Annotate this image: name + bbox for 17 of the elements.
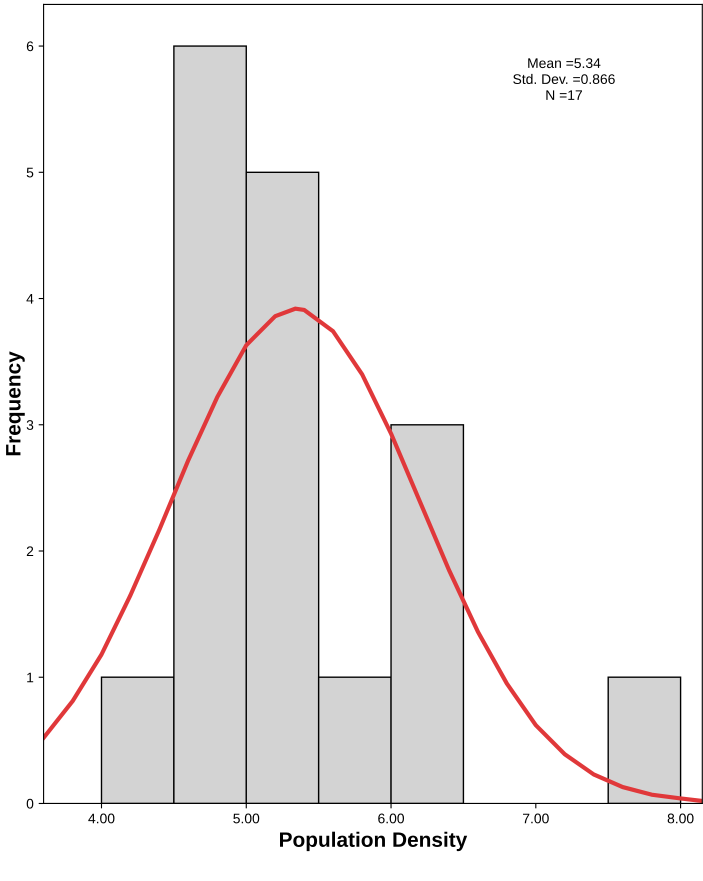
y-tick-label: 0 <box>26 798 34 809</box>
y-tick-label: 5 <box>26 168 34 178</box>
annotation: N =17 <box>546 90 582 100</box>
x-tick-label: 4.00 <box>88 814 114 824</box>
x-tick-label: 7.00 <box>523 814 549 824</box>
y-tick-label: 2 <box>26 546 34 556</box>
y-tick-label: 3 <box>26 420 34 430</box>
y-tick-label: 4 <box>26 294 34 304</box>
x-tick-label: 6.00 <box>378 814 404 824</box>
y-tick-label: 1 <box>27 672 34 682</box>
annotation: Std. Dev. =0.866 <box>513 74 615 84</box>
x-tick-label: 5.00 <box>233 814 260 824</box>
x-tick-label: 8.00 <box>668 814 694 824</box>
y-axis-title: Frequency <box>6 351 25 456</box>
x-axis-title: Population Density <box>280 832 468 852</box>
annotation: Mean =5.34 <box>528 58 600 68</box>
y-tick-label: 6 <box>26 41 34 52</box>
